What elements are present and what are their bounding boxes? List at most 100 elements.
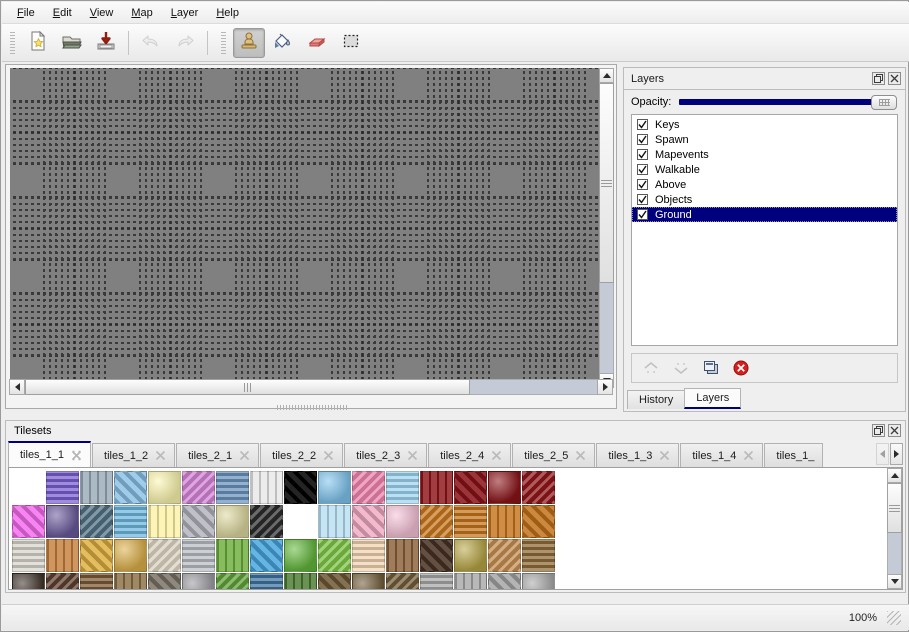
tileset-tile[interactable]	[182, 539, 215, 572]
tileset-tile[interactable]	[318, 573, 351, 589]
open-map-button[interactable]	[56, 28, 88, 58]
restore-icon[interactable]	[872, 72, 885, 85]
tileset-tile[interactable]	[216, 471, 249, 504]
tileset-tile-grid[interactable]	[12, 471, 555, 589]
undo-button[interactable]	[135, 28, 167, 58]
tileset-tab-tiles_2_1[interactable]: tiles_2_1	[176, 443, 260, 467]
tileset-tile[interactable]	[522, 471, 555, 504]
tab-layers[interactable]: Layers	[684, 388, 742, 409]
tileset-tile[interactable]	[114, 505, 147, 538]
select-tool-button[interactable]	[335, 28, 367, 58]
delete-layer-button[interactable]	[728, 356, 754, 380]
map-vertical-scroll-track[interactable]	[600, 283, 613, 373]
tileset-tile[interactable]	[250, 539, 283, 572]
tileset-vertical-scroll-thumb[interactable]	[887, 483, 902, 533]
tileset-tile[interactable]	[284, 573, 317, 589]
tileset-tile[interactable]	[12, 539, 45, 572]
tileset-tile[interactable]	[148, 539, 181, 572]
list-item[interactable]: Keys	[632, 117, 897, 132]
tileset-tile[interactable]	[80, 505, 113, 538]
tileset-tile[interactable]	[522, 573, 555, 589]
restore-icon[interactable]	[872, 424, 885, 437]
tileset-tile[interactable]	[216, 539, 249, 572]
tileset-tile[interactable]	[250, 471, 283, 504]
resize-grip-icon[interactable]	[887, 610, 901, 625]
tileset-tab-tiles_2_3[interactable]: tiles_2_3	[344, 443, 428, 467]
tileset-tile[interactable]	[114, 573, 147, 589]
tileset-tile[interactable]	[182, 471, 215, 504]
tileset-tile[interactable]	[420, 539, 453, 572]
tileset-tile[interactable]	[420, 471, 453, 504]
tileset-tile[interactable]	[80, 539, 113, 572]
tileset-tile[interactable]	[148, 471, 181, 504]
tileset-tile[interactable]	[46, 573, 79, 589]
tileset-tile[interactable]	[318, 539, 351, 572]
tileset-tile[interactable]	[488, 573, 521, 589]
close-tab-icon[interactable]	[71, 450, 82, 461]
opacity-slider-handle[interactable]	[871, 94, 897, 110]
tileset-tile[interactable]	[386, 573, 419, 589]
tileset-tile[interactable]	[454, 539, 487, 572]
map-scroll-right-button[interactable]	[597, 379, 613, 395]
list-item-selected[interactable]: Ground	[632, 207, 897, 222]
tileset-tile[interactable]	[216, 573, 249, 589]
tileset-tile[interactable]	[250, 505, 283, 538]
tileset-tile[interactable]	[454, 471, 487, 504]
close-tab-icon[interactable]	[155, 450, 166, 461]
tileset-tab-tiles_1_1[interactable]: tiles_1_1	[8, 441, 92, 467]
eraser-tool-button[interactable]	[301, 28, 333, 58]
tileset-tile[interactable]	[352, 505, 385, 538]
tileset-tile[interactable]	[182, 505, 215, 538]
tileset-tab-tiles_2_4[interactable]: tiles_2_4	[428, 443, 512, 467]
close-icon[interactable]	[888, 424, 901, 437]
tileset-tile[interactable]	[318, 471, 351, 504]
tileset-tile[interactable]	[80, 471, 113, 504]
map-canvas[interactable]	[10, 68, 599, 388]
close-tab-icon[interactable]	[407, 450, 418, 461]
menu-item-file[interactable]: File	[17, 6, 35, 19]
tileset-tile[interactable]	[114, 539, 147, 572]
close-tab-icon[interactable]	[575, 450, 586, 461]
tileset-tile[interactable]	[386, 539, 419, 572]
tileset-tile[interactable]	[454, 505, 487, 538]
list-item[interactable]: Above	[632, 177, 897, 192]
close-tab-icon[interactable]	[743, 450, 754, 461]
tileset-tile[interactable]	[386, 505, 419, 538]
tileset-tile[interactable]	[420, 505, 453, 538]
tileset-tile[interactable]	[420, 573, 453, 589]
tileset-tile[interactable]	[284, 471, 317, 504]
move-layer-up-button[interactable]	[638, 356, 664, 380]
menu-item-help[interactable]: Help	[216, 6, 239, 19]
menu-item-map[interactable]: Map	[131, 6, 153, 19]
tileset-tab-tiles_1_4[interactable]: tiles_1_4	[680, 443, 764, 467]
tileset-tile[interactable]	[454, 573, 487, 589]
tileset-scroll-up-button[interactable]	[887, 468, 902, 483]
tileset-tab-tiles_2_5[interactable]: tiles_2_5	[512, 443, 596, 467]
tileset-tile[interactable]	[284, 539, 317, 572]
tools-toolbar-drag-handle[interactable]	[219, 29, 228, 56]
tileset-tile[interactable]	[12, 505, 45, 538]
layer-visibility-checkbox[interactable]	[637, 209, 648, 220]
map-vertical-scrollbar[interactable]	[599, 68, 614, 388]
tileset-tile[interactable]	[46, 471, 79, 504]
tileset-tile[interactable]	[12, 471, 45, 504]
tileset-tab-tiles_1_2[interactable]: tiles_1_2	[92, 443, 176, 467]
tileset-tile[interactable]	[318, 505, 351, 538]
tileset-tab-scroll-left-button[interactable]	[876, 443, 889, 465]
map-horizontal-scrollbar[interactable]	[9, 379, 613, 395]
tileset-tile-pane[interactable]	[8, 467, 903, 590]
tileset-tile[interactable]	[46, 505, 79, 538]
layer-visibility-checkbox[interactable]	[637, 119, 648, 130]
layer-list[interactable]: Keys Spawn Mapevents	[631, 114, 898, 346]
layer-visibility-checkbox[interactable]	[637, 134, 648, 145]
tileset-tile[interactable]	[488, 471, 521, 504]
layer-visibility-checkbox[interactable]	[637, 164, 648, 175]
tileset-tile[interactable]	[148, 573, 181, 589]
tileset-tab-tiles_1_3[interactable]: tiles_1_3	[596, 443, 680, 467]
layer-visibility-checkbox[interactable]	[637, 179, 648, 190]
tileset-tab-tiles_1_5[interactable]: tiles_1_	[764, 443, 824, 467]
move-layer-down-button[interactable]	[668, 356, 694, 380]
close-tab-icon[interactable]	[491, 450, 502, 461]
tileset-tile[interactable]	[522, 539, 555, 572]
layer-visibility-checkbox[interactable]	[637, 194, 648, 205]
